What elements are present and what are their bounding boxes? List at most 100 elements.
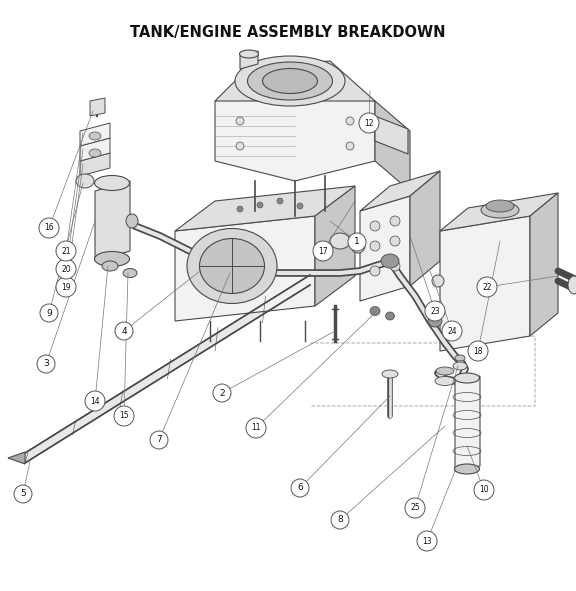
Circle shape bbox=[390, 261, 400, 271]
Ellipse shape bbox=[187, 229, 277, 304]
Circle shape bbox=[56, 259, 76, 279]
Text: 18: 18 bbox=[473, 346, 483, 356]
Polygon shape bbox=[440, 216, 530, 351]
Text: 21: 21 bbox=[61, 246, 71, 255]
Text: 23: 23 bbox=[430, 307, 440, 316]
Circle shape bbox=[14, 485, 32, 503]
Text: 13: 13 bbox=[422, 537, 432, 545]
Circle shape bbox=[237, 206, 243, 212]
Text: 1: 1 bbox=[354, 238, 360, 246]
Circle shape bbox=[37, 355, 55, 373]
Polygon shape bbox=[8, 452, 25, 464]
Circle shape bbox=[246, 418, 266, 438]
Ellipse shape bbox=[351, 239, 365, 253]
Ellipse shape bbox=[94, 176, 130, 190]
Polygon shape bbox=[90, 98, 105, 116]
Ellipse shape bbox=[94, 252, 130, 267]
Ellipse shape bbox=[199, 239, 264, 294]
Text: 19: 19 bbox=[61, 282, 71, 291]
Polygon shape bbox=[215, 81, 375, 181]
Ellipse shape bbox=[454, 373, 479, 383]
Circle shape bbox=[370, 266, 380, 276]
Polygon shape bbox=[80, 123, 110, 146]
Circle shape bbox=[417, 531, 437, 551]
Circle shape bbox=[370, 241, 380, 251]
Circle shape bbox=[236, 142, 244, 150]
Text: 9: 9 bbox=[46, 309, 52, 317]
Polygon shape bbox=[360, 196, 410, 301]
Text: 17: 17 bbox=[318, 246, 328, 255]
Circle shape bbox=[56, 241, 76, 261]
Ellipse shape bbox=[330, 233, 350, 249]
Circle shape bbox=[150, 431, 168, 449]
Ellipse shape bbox=[428, 315, 442, 327]
Polygon shape bbox=[215, 61, 375, 101]
Circle shape bbox=[297, 203, 303, 209]
Polygon shape bbox=[360, 171, 440, 211]
Ellipse shape bbox=[123, 268, 137, 278]
Circle shape bbox=[359, 113, 379, 133]
Text: 4: 4 bbox=[121, 326, 127, 336]
Circle shape bbox=[346, 117, 354, 125]
Ellipse shape bbox=[102, 261, 118, 271]
Text: 2: 2 bbox=[219, 388, 225, 398]
Polygon shape bbox=[455, 376, 480, 471]
Text: 15: 15 bbox=[119, 411, 129, 421]
Polygon shape bbox=[410, 171, 440, 286]
Polygon shape bbox=[375, 101, 410, 191]
Ellipse shape bbox=[248, 62, 332, 100]
Ellipse shape bbox=[486, 200, 514, 212]
Text: 24: 24 bbox=[447, 326, 457, 336]
Ellipse shape bbox=[235, 56, 345, 106]
Circle shape bbox=[425, 301, 445, 321]
Polygon shape bbox=[240, 51, 258, 69]
Ellipse shape bbox=[126, 214, 138, 228]
Circle shape bbox=[348, 233, 366, 251]
Polygon shape bbox=[80, 138, 110, 161]
Circle shape bbox=[40, 304, 58, 322]
Text: 20: 20 bbox=[61, 265, 71, 274]
Polygon shape bbox=[530, 193, 558, 336]
Polygon shape bbox=[175, 186, 355, 231]
Text: 6: 6 bbox=[297, 483, 303, 492]
Polygon shape bbox=[440, 193, 558, 231]
Ellipse shape bbox=[568, 276, 576, 294]
Ellipse shape bbox=[370, 307, 380, 316]
Ellipse shape bbox=[89, 132, 101, 140]
Circle shape bbox=[277, 198, 283, 204]
Ellipse shape bbox=[436, 367, 454, 375]
Ellipse shape bbox=[385, 312, 395, 320]
Ellipse shape bbox=[455, 355, 465, 361]
Text: 25: 25 bbox=[410, 504, 420, 512]
Polygon shape bbox=[315, 186, 355, 306]
Text: 14: 14 bbox=[90, 397, 100, 405]
Circle shape bbox=[213, 384, 231, 402]
Circle shape bbox=[257, 202, 263, 208]
Ellipse shape bbox=[381, 254, 399, 268]
Circle shape bbox=[39, 218, 59, 238]
Circle shape bbox=[468, 341, 488, 361]
Circle shape bbox=[405, 498, 425, 518]
Text: 3: 3 bbox=[43, 359, 49, 369]
Text: 8: 8 bbox=[337, 515, 343, 524]
Ellipse shape bbox=[453, 362, 467, 370]
Circle shape bbox=[236, 117, 244, 125]
Circle shape bbox=[56, 277, 76, 297]
Circle shape bbox=[474, 480, 494, 500]
Polygon shape bbox=[375, 116, 408, 154]
Ellipse shape bbox=[481, 202, 519, 218]
Ellipse shape bbox=[435, 376, 455, 385]
Polygon shape bbox=[25, 275, 310, 463]
Ellipse shape bbox=[263, 69, 317, 93]
Polygon shape bbox=[175, 216, 315, 321]
Circle shape bbox=[390, 236, 400, 246]
Polygon shape bbox=[95, 181, 130, 261]
Text: 11: 11 bbox=[251, 424, 261, 433]
Circle shape bbox=[85, 391, 105, 411]
Text: 16: 16 bbox=[44, 223, 54, 232]
Circle shape bbox=[346, 142, 354, 150]
Text: 12: 12 bbox=[364, 119, 374, 128]
Ellipse shape bbox=[432, 275, 444, 287]
Ellipse shape bbox=[454, 464, 479, 474]
Ellipse shape bbox=[76, 174, 94, 188]
